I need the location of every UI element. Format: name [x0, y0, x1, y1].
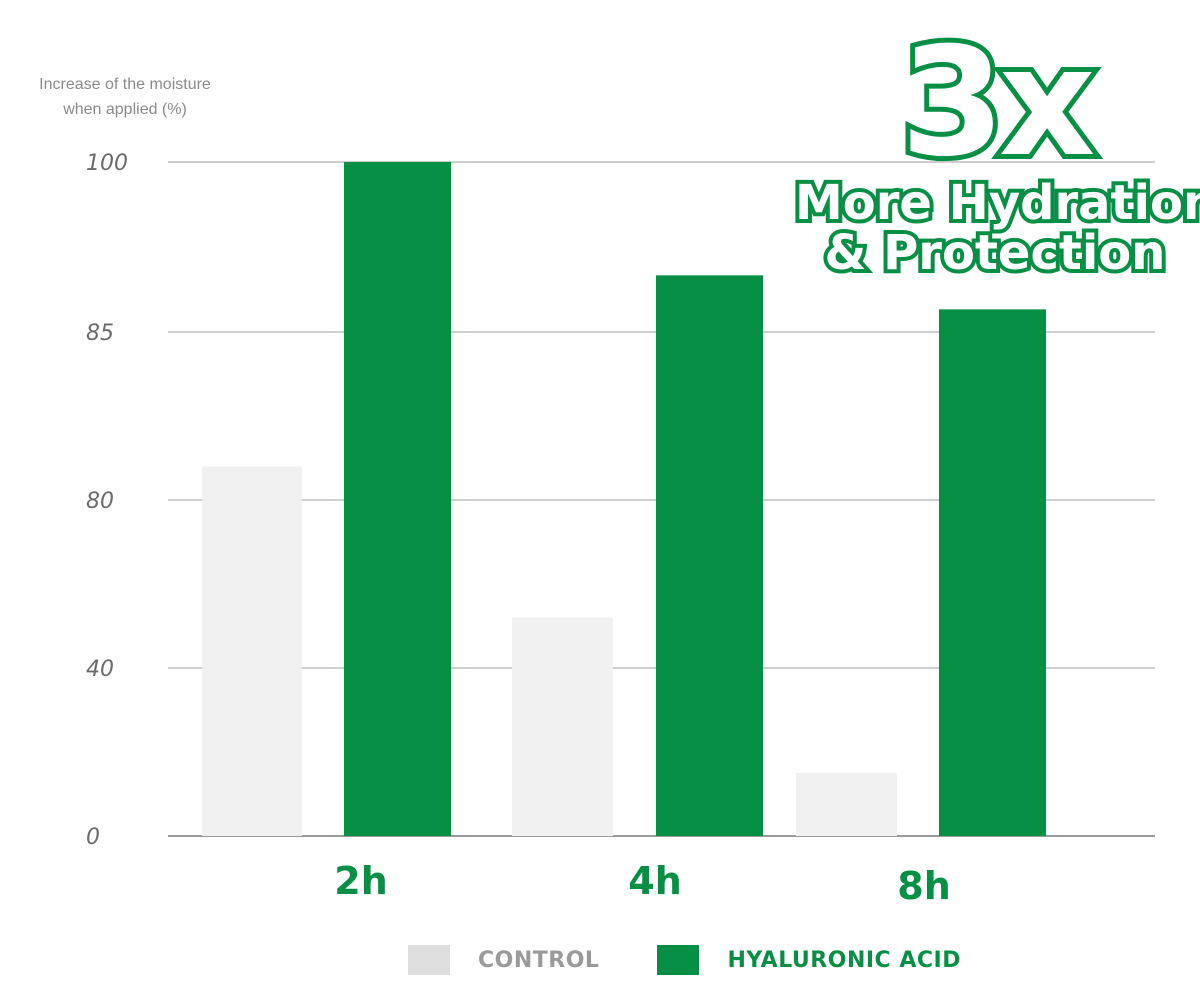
y-tick-label: 0 [86, 825, 100, 850]
bar-control-8h [796, 773, 897, 836]
legend-label-hyaluronic-acid: HYALURONIC ACID [727, 947, 961, 973]
badge-multiplier: 3x [895, 16, 1100, 190]
y-axis-label: Increase of the moisture when applied (%… [39, 76, 211, 118]
bar-control-2h [202, 466, 302, 836]
legend: CONTROL HYALURONIC ACID [408, 944, 1019, 976]
bar-hyaluronic-acid-4h [656, 275, 763, 836]
hydration-badge: 3x More Hydration & Protection [791, 16, 1200, 282]
y-tick-label: 40 [86, 657, 114, 682]
legend-label-control: CONTROL [478, 947, 600, 973]
legend-item-hyaluronic-acid: HYALURONIC ACID [657, 945, 961, 975]
y-tick-label: 100 [86, 151, 128, 176]
badge-line-1: More Hydration [791, 174, 1200, 232]
legend-item-control: CONTROL [408, 945, 599, 975]
y-tick-label: 85 [86, 321, 114, 346]
y-tick-label: 80 [86, 489, 114, 514]
bar-hyaluronic-acid-8h [939, 309, 1046, 836]
x-category-label: 2h [334, 859, 388, 903]
bar-hyaluronic-acid-2h [344, 162, 451, 836]
x-category-label: 8h [897, 864, 951, 908]
x-category-label: 4h [628, 859, 682, 903]
bar-control-4h [512, 617, 613, 836]
legend-swatch-control [408, 945, 450, 975]
legend-swatch-hyaluronic-acid [657, 945, 700, 975]
badge-line-2: & Protection [821, 224, 1170, 282]
